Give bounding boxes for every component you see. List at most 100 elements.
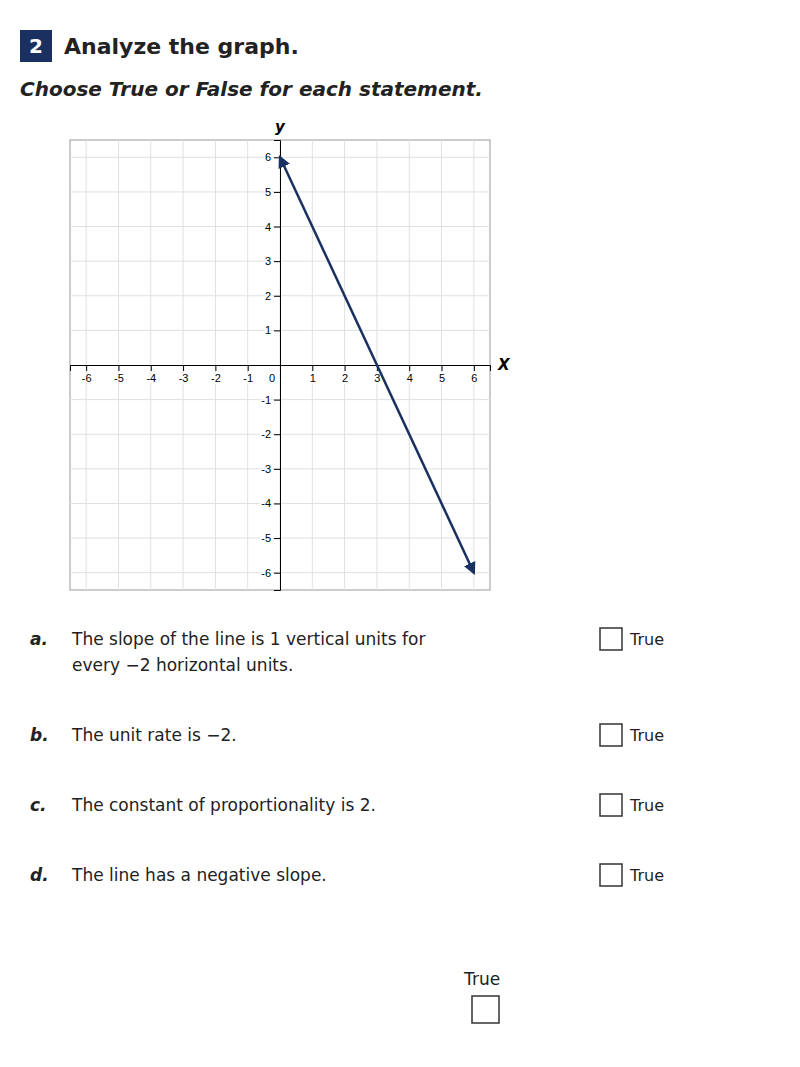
subtitle: Choose True or False for each statement.	[20, 77, 483, 101]
choice-label: True	[629, 726, 664, 745]
tick: 4	[407, 365, 413, 384]
checkbox	[600, 864, 622, 886]
tick-label: -6	[82, 372, 92, 384]
tick-mark	[151, 365, 152, 371]
tick-mark	[274, 192, 280, 193]
tick-label: -1	[243, 372, 253, 384]
tick: 5	[265, 186, 280, 198]
y-axis: -6 -5 -4 -3 -2 -1 1 2 3 4 5 6	[261, 141, 280, 591]
tick: 4	[265, 221, 280, 233]
tick-label: -2	[211, 372, 221, 384]
tick-mark	[474, 365, 475, 371]
tick: 0	[269, 365, 281, 384]
tick-label: 3	[265, 255, 271, 267]
statement-text: The slope of the line is 1 vertical unit…	[71, 629, 425, 649]
statement-label: a.	[30, 629, 48, 649]
title: Analyze the graph.	[64, 34, 299, 59]
tick-mark	[274, 573, 280, 574]
tick-mark	[86, 365, 87, 371]
tick-label: -4	[261, 497, 271, 509]
choice-label: True	[629, 866, 664, 885]
tick-mark	[183, 365, 184, 371]
tick-mark	[215, 365, 216, 371]
tick-label: 4	[407, 372, 413, 384]
statement-text: The unit rate is −2.	[71, 725, 237, 745]
tick-label: -3	[179, 372, 189, 384]
tick-mark	[274, 503, 280, 504]
tick: -3	[179, 365, 189, 384]
tick-mark	[274, 469, 280, 470]
statement-label: d.	[30, 865, 49, 885]
tick: -1	[243, 365, 253, 384]
tick-label: -3	[261, 463, 271, 475]
choice-label: True	[463, 969, 500, 989]
tick-mark	[274, 400, 280, 401]
tick: -4	[261, 497, 280, 509]
tick-mark	[274, 261, 280, 262]
tick-mark	[442, 365, 443, 371]
tick-label: 6	[265, 151, 271, 163]
tick-label: 5	[265, 186, 271, 198]
tick: -5	[261, 532, 280, 544]
plot-frame	[70, 140, 490, 590]
tick-label: 0	[269, 372, 275, 384]
tick-mark	[409, 365, 410, 371]
tick: -1	[261, 394, 280, 406]
badge: 2	[29, 34, 43, 58]
tick-label: -1	[261, 394, 271, 406]
tick: 1	[265, 324, 280, 336]
y-axis-title: y	[275, 118, 286, 136]
statement-text: The constant of proportionality is 2.	[71, 795, 376, 815]
tick: -6	[261, 567, 280, 579]
tick: 2	[265, 290, 280, 302]
tick-label: 6	[471, 372, 477, 384]
statement-label: c.	[30, 795, 47, 815]
tick-mark	[274, 227, 280, 228]
statement-text: The line has a negative slope.	[71, 865, 327, 885]
tick-mark	[274, 296, 280, 297]
axis-line	[274, 141, 281, 591]
tick-label: 2	[342, 372, 348, 384]
tick: 6	[265, 151, 280, 163]
statement-label: b.	[30, 725, 49, 745]
checkbox	[600, 794, 622, 816]
badge-box	[20, 30, 52, 62]
tick: -6	[82, 365, 92, 384]
tick-label: -5	[114, 372, 124, 384]
tick-mark	[274, 330, 280, 331]
checkbox	[600, 724, 622, 746]
tick: -5	[114, 365, 124, 384]
tick: 2	[342, 365, 348, 384]
statements: a. The slope of the line is 1 vertical un…	[30, 628, 664, 886]
tick: -3	[261, 463, 280, 475]
choice-label: True	[629, 796, 664, 815]
tick-mark	[274, 538, 280, 539]
tick-label: -6	[261, 567, 271, 579]
tick-mark	[312, 365, 313, 371]
tick-label: 4	[265, 221, 271, 233]
choice-label: True	[629, 630, 664, 649]
tick-label: 2	[265, 290, 271, 302]
page: 2 Analyze the graph. Choose True or False …	[0, 0, 800, 1067]
tick-mark	[345, 365, 346, 371]
line	[280, 157, 474, 572]
tick: 5	[439, 365, 445, 384]
tick-mark	[118, 365, 119, 371]
statement-text: every −2 horizontal units.	[72, 655, 293, 675]
tick-mark	[274, 434, 280, 435]
tick: 3	[265, 255, 280, 267]
tick: -2	[261, 428, 280, 440]
tick: 1	[310, 365, 316, 384]
marks	[280, 157, 474, 572]
tick-label: 1	[310, 372, 316, 384]
tick-label: 1	[265, 324, 271, 336]
tick: -2	[211, 365, 221, 384]
tick-label: -2	[261, 428, 271, 440]
tick-mark	[248, 365, 249, 371]
x-axis-title: X	[497, 356, 511, 374]
tick-label: -5	[261, 532, 271, 544]
tick: -4	[146, 365, 156, 384]
checkbox	[600, 628, 622, 650]
checkbox	[472, 996, 499, 1023]
tick: 6	[471, 365, 477, 384]
